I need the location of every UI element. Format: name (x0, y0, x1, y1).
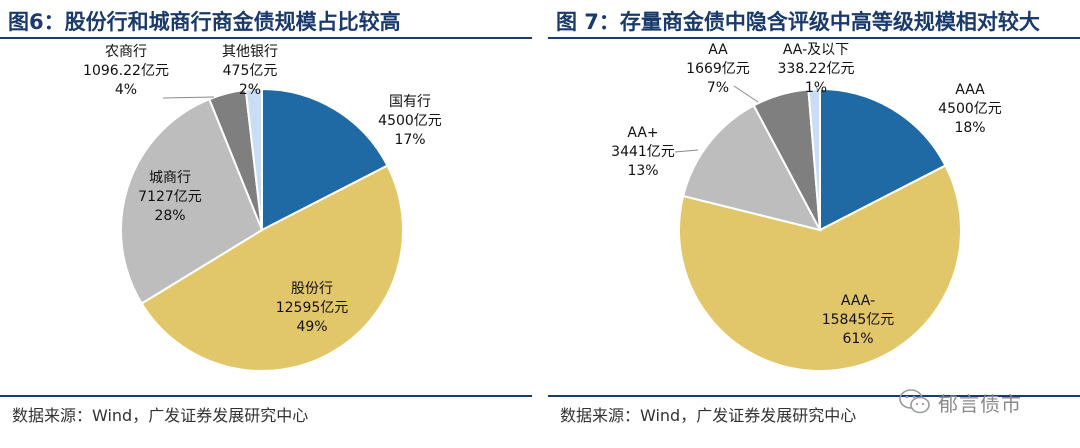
slice-name: 其他银行 (222, 44, 278, 60)
slice-value: 1096.22亿元 (83, 63, 169, 79)
slice-label-2: 城商行 7127亿元 28% (138, 170, 202, 224)
slice-percent: 7% (707, 80, 729, 96)
slice-label-0: AAA 4500亿元 18% (938, 82, 1002, 136)
slice-value: 7127亿元 (138, 189, 202, 205)
pie-slice-4 (807, 87, 821, 231)
slice-name: AA+ (627, 125, 658, 141)
slice-percent: 18% (954, 120, 985, 136)
slice-label-1: 股份行 12595亿元 49% (276, 281, 349, 335)
slice-label-0: 国有行 4500亿元 17% (378, 94, 442, 148)
slice-label-4: AA-及以下 338.22亿元 1% (778, 42, 855, 96)
slice-name: AAA (955, 82, 985, 98)
slice-value: 12595亿元 (276, 300, 349, 316)
slice-percent: 49% (296, 319, 327, 335)
source-note: 数据来源：Wind，广发证券发展研究中心 (12, 406, 309, 425)
slice-percent: 61% (842, 331, 873, 347)
slice-name: 农商行 (105, 44, 147, 60)
slice-name: 城商行 (149, 170, 191, 186)
slice-value: 4500亿元 (938, 101, 1002, 117)
slice-value: 1669亿元 (686, 61, 750, 77)
slice-percent: 4% (115, 82, 137, 98)
slice-percent: 1% (805, 80, 827, 96)
leader-line-4 (815, 85, 819, 92)
slice-value: 4500亿元 (378, 113, 442, 129)
title-rule (548, 37, 1080, 39)
leader-line-3 (162, 96, 215, 99)
wechat-icon (899, 389, 930, 414)
slice-value: 475亿元 (223, 63, 278, 79)
source-note: 数据来源：Wind，广发证券发展研究中心 (560, 406, 857, 425)
slice-name: 股份行 (291, 281, 333, 297)
slice-name: AAA- (841, 293, 875, 309)
slice-percent: 13% (627, 163, 658, 179)
slice-label-1: AAA- 15845亿元 61% (822, 293, 895, 347)
leader-line-4 (249, 87, 257, 91)
chart-panel-rating: 图 7：存量商金债中隐含评级中高等级规模相对较大 AAA 4500亿元 18% AAA… (548, 0, 1080, 448)
leader-line-2 (674, 149, 699, 153)
slice-label-3: AA 1669亿元 7% (686, 42, 750, 96)
slice-value: 3441亿元 (611, 144, 675, 160)
chart-panel-bank-type: 图6：股份行和城商行商金债规模占比较高 国有行 4500亿元 17% 股份行 12595… (0, 0, 532, 448)
pie-slice-1 (140, 164, 404, 372)
slice-value: 15845亿元 (822, 312, 895, 328)
chart-title: 图6：股份行和城商行商金债规模占比较高 (8, 10, 401, 34)
slice-value: 338.22亿元 (778, 61, 855, 77)
title-rule (0, 37, 532, 39)
pie-slice-2 (120, 97, 264, 305)
pie-slice-1 (678, 164, 962, 372)
pie-chart-rating: AAA 4500亿元 18%AAA-15845亿元 61%AA+ 3441亿元 13%AA… (611, 42, 1002, 372)
source-rule (548, 395, 1080, 397)
pie-slice-2 (681, 104, 822, 232)
slice-name: AA (708, 42, 728, 58)
source-rule (0, 395, 532, 397)
slice-label-4: 其他银行 475亿元 2% (222, 44, 278, 98)
watermark-text: 郁言债市 (938, 391, 1022, 416)
pie-slice-0 (261, 87, 389, 232)
slice-percent: 2% (239, 82, 261, 98)
slice-label-2: AA+ 3441亿元 13% (611, 125, 675, 179)
slice-percent: 17% (394, 132, 425, 148)
watermark: 郁言债市 (898, 384, 1068, 420)
slice-label-3: 农商行 1096.22亿元 4% (83, 44, 169, 98)
slice-percent: 28% (154, 208, 185, 224)
pie-slice-0 (819, 87, 947, 232)
slice-name: AA-及以下 (783, 42, 849, 58)
pie-chart-bank-type: 国有行 4500亿元 17% 股份行 12595亿元 49% 城商行 7127亿元 28% 农商行… (83, 44, 442, 372)
slice-name: 国有行 (389, 94, 431, 110)
chart-title: 图 7：存量商金债中隐含评级中高等级规模相对较大 (556, 10, 1040, 34)
leader-line-3 (733, 85, 759, 103)
